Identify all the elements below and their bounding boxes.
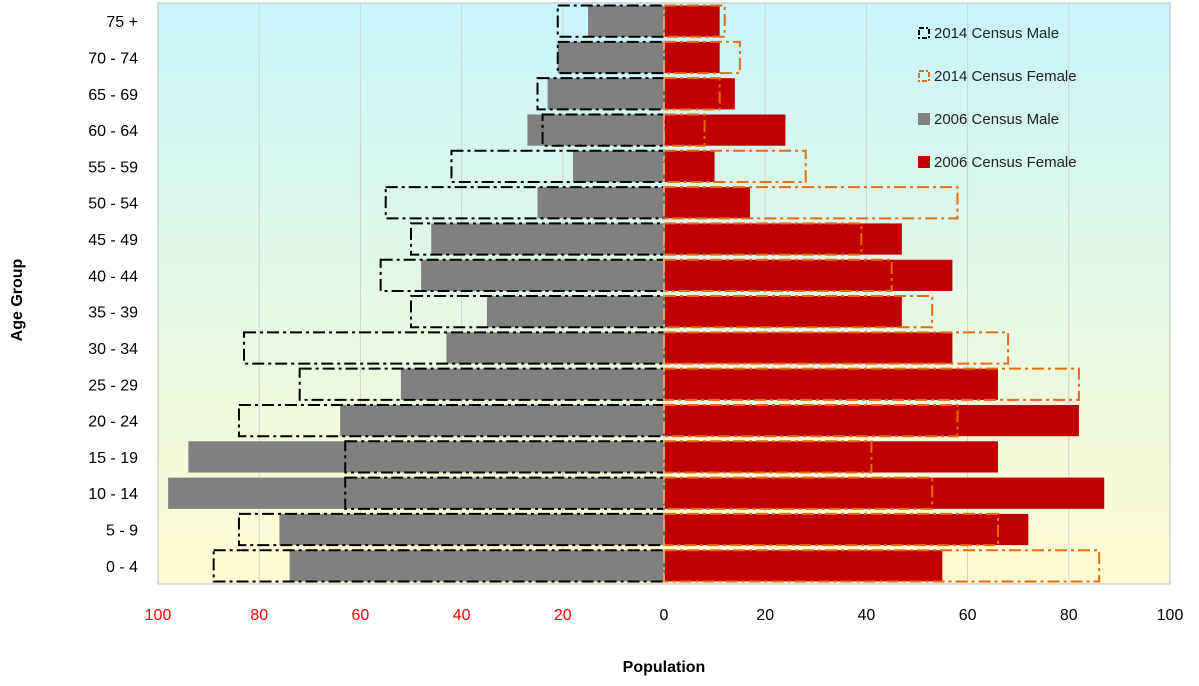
y-tick-label-6: 30 - 34 xyxy=(88,341,138,358)
x-tick-label-7: 40 xyxy=(858,607,876,624)
y-tick-label-4: 20 - 24 xyxy=(88,414,138,431)
bar-2006-census-male-15 xyxy=(588,5,664,37)
bar-2006-census-male-8 xyxy=(421,259,664,291)
x-tick-labels: 100 80 60 40 20 0 20 40 60 80 100 xyxy=(145,607,1184,624)
bar-2006-census-female-3 xyxy=(664,441,998,473)
y-tick-label-13: 65 - 69 xyxy=(88,87,138,104)
x-tick-label-1: 80 xyxy=(250,607,268,624)
bar-2006-census-female-12 xyxy=(664,114,786,146)
outline-2014-census-female-4 xyxy=(663,403,959,438)
y-tick-label-12: 60 - 64 xyxy=(88,123,138,140)
legend-swatch-2006-census-female xyxy=(918,156,930,168)
y-tick-label-10: 50 - 54 xyxy=(88,196,138,213)
bar-2006-census-female-10 xyxy=(664,187,751,219)
outline-2014-census-male-9 xyxy=(410,222,665,256)
outline-2014-census-female-6 xyxy=(663,331,1010,365)
bar-2006-census-male-0 xyxy=(289,550,664,582)
outline-2014-census-male-12 xyxy=(541,113,665,147)
outline-2014-census-female-8 xyxy=(663,258,893,292)
bar-2006-census-male-14 xyxy=(557,41,664,74)
bar-2006-census-female-4 xyxy=(664,404,1079,437)
x-tick-label-3: 40 xyxy=(453,607,471,624)
bar-2006-census-female-1 xyxy=(664,513,1029,546)
bar-2006-census-female-15 xyxy=(664,5,720,37)
y-tick-label-9: 45 - 49 xyxy=(88,232,138,249)
bar-2006-census-male-9 xyxy=(431,223,664,255)
x-tick-label-10: 100 xyxy=(1157,607,1184,624)
y-tick-labels: 0 - 4 5 - 9 10 - 14 15 - 19 20 - 24 25 - 29 30… xyxy=(88,14,138,576)
bar-2006-census-male-11 xyxy=(572,150,664,183)
bar-2006-census-female-11 xyxy=(664,150,715,183)
y-tick-label-5: 25 - 29 xyxy=(88,377,138,394)
legend-label-2006-census-female: 2006 Census Female xyxy=(934,154,1077,171)
bar-2006-census-female-6 xyxy=(664,332,953,364)
y-tick-label-11: 55 - 59 xyxy=(88,159,138,176)
bar-2006-census-male-1 xyxy=(279,513,664,546)
y-axis-title: Age Group xyxy=(9,258,26,341)
bar-2006-census-male-4 xyxy=(340,404,664,437)
x-tick-label-4: 20 xyxy=(554,607,572,624)
bar-2006-census-female-9 xyxy=(664,223,902,255)
outline-2014-census-female-0 xyxy=(663,549,1101,583)
y-tick-label-7: 35 - 39 xyxy=(88,305,138,322)
bar-2006-census-female-5 xyxy=(664,368,998,400)
legend: 2014 Census Male 2014 Census Female 2006 C… xyxy=(918,25,1077,171)
y-tick-label-1: 5 - 9 xyxy=(106,523,138,540)
bar-2006-census-male-10 xyxy=(537,187,664,219)
y-tick-label-0: 0 - 4 xyxy=(106,559,138,576)
y-tick-label-14: 70 - 74 xyxy=(88,50,138,67)
bar-2006-census-male-2 xyxy=(168,477,664,509)
outline-2014-census-female-14 xyxy=(663,40,741,75)
bar-2006-census-female-13 xyxy=(664,78,735,110)
outline-2014-census-female-12 xyxy=(663,113,706,147)
outline-2014-census-male-6 xyxy=(243,331,666,365)
bar-2006-census-female-0 xyxy=(664,550,943,582)
y-tick-label-15: 75 + xyxy=(106,14,138,31)
bars xyxy=(168,5,1105,582)
bar-2006-census-female-2 xyxy=(664,477,1105,509)
bar-2006-census-male-6 xyxy=(446,332,664,364)
bar-2006-census-male-12 xyxy=(527,114,664,146)
outline-2014-census-male-3 xyxy=(344,440,665,474)
bar-2006-census-male-5 xyxy=(400,368,664,400)
legend-label-2006-census-male: 2006 Census Male xyxy=(934,111,1059,128)
outline-2014-census-male-8 xyxy=(379,258,665,292)
y-tick-label-3: 15 - 19 xyxy=(88,450,138,467)
bar-2006-census-female-7 xyxy=(664,296,902,328)
y-tick-label-2: 10 - 14 xyxy=(88,486,138,503)
x-tick-label-0: 100 xyxy=(145,607,172,624)
bar-2006-census-male-7 xyxy=(486,296,664,328)
x-axis-title: Population xyxy=(623,659,706,676)
outline-2014-census-male-7 xyxy=(410,295,665,329)
bar-2006-census-male-3 xyxy=(188,441,665,473)
y-tick-label-8: 40 - 44 xyxy=(88,268,138,285)
legend-label-2014-census-female: 2014 Census Female xyxy=(934,68,1077,85)
legend-swatch-2014-census-female xyxy=(918,70,930,82)
bar-2006-census-male-13 xyxy=(547,78,664,110)
bar-2006-census-female-8 xyxy=(664,259,953,291)
x-tick-label-9: 80 xyxy=(1060,607,1078,624)
outline-2014-census-male-11 xyxy=(450,149,666,184)
x-tick-label-2: 60 xyxy=(352,607,370,624)
bar-2006-census-female-14 xyxy=(664,41,720,74)
x-tick-label-5: 0 xyxy=(660,607,669,624)
legend-swatch-2014-census-male xyxy=(918,27,930,39)
legend-swatch-2006-census-male xyxy=(918,113,930,125)
x-tick-label-8: 60 xyxy=(959,607,977,624)
outline-2014-census-female-10 xyxy=(663,186,959,220)
outline-2014-census-male-2 xyxy=(344,476,665,510)
legend-label-2014-census-male: 2014 Census Male xyxy=(934,25,1059,42)
x-tick-label-6: 20 xyxy=(756,607,774,624)
outline-2014-census-female-13 xyxy=(663,77,721,111)
